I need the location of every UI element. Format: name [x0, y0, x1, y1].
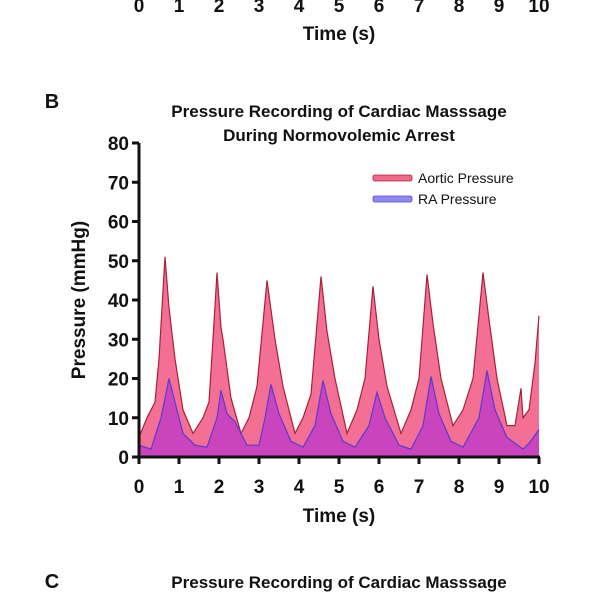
x-tick-label: 8: [454, 477, 465, 498]
top-panel-x-tick-label: 8: [454, 0, 465, 17]
top-panel-x-tick-label: 5: [334, 0, 345, 17]
axes: 0 10 20 30 40 50 60 70 80 0 1 2 3 4 5 6 7 8 9 10: [108, 134, 550, 498]
x-tick-label: 9: [494, 477, 505, 498]
top-panel-x-tick-label: 6: [374, 0, 385, 17]
x-tick-label: 6: [374, 477, 385, 498]
panel-c-title-line1: Pressure Recording of Cardiac Masssage: [171, 573, 506, 592]
plot-area: [138, 256, 540, 457]
y-tick-label: 0: [118, 448, 129, 469]
top-panel-x-axis-label: Time (s): [303, 24, 376, 45]
top-panel-x-tick-label: 1: [174, 0, 185, 17]
series-aortic-pressure-line: [138, 256, 540, 438]
legend-label-ra-pressure: RA Pressure: [418, 191, 497, 207]
y-tick-label: 10: [108, 409, 129, 430]
legend: Aortic Pressure RA Pressure: [372, 170, 514, 207]
y-tick-label: 70: [108, 173, 129, 194]
top-panel-x-tick-label: 2: [214, 0, 225, 17]
x-tick-label: 0: [134, 477, 145, 498]
panel-b-letter: B: [45, 91, 59, 113]
top-panel-x-tick-label: 10: [528, 0, 549, 17]
y-axis-label: Pressure (mmHg): [69, 221, 90, 379]
y-tick-label: 80: [108, 134, 129, 155]
x-tick-label: 10: [528, 477, 549, 498]
panel-c-letter: C: [45, 571, 59, 593]
x-axis-label: Time (s): [303, 506, 376, 527]
series-aortic-pressure-area: [139, 256, 539, 457]
chart-title-line2: During Normovolemic Arrest: [223, 126, 455, 145]
chart-title-line1: Pressure Recording of Cardiac Masssage: [171, 102, 506, 121]
legend-label-aortic-pressure: Aortic Pressure: [418, 170, 514, 186]
series-ra-pressure-line: [138, 370, 540, 450]
legend-swatch-aortic-pressure: [372, 174, 413, 182]
top-panel-x-tick-label: 7: [414, 0, 425, 17]
series-ra-pressure-area: [139, 370, 539, 457]
top-panel-x-tick-label: 3: [254, 0, 265, 17]
legend-swatch-ra-pressure: [372, 195, 413, 203]
x-tick-label: 2: [214, 477, 225, 498]
x-tick-label: 7: [414, 477, 425, 498]
y-tick-label: 30: [108, 330, 129, 351]
top-panel-x-tick-label: 0: [134, 0, 145, 17]
top-panel-x-tick-label: 4: [294, 0, 305, 17]
y-tick-label: 50: [108, 252, 129, 273]
y-tick-label: 60: [108, 213, 129, 234]
x-tick-label: 5: [334, 477, 345, 498]
x-tick-label: 4: [294, 477, 305, 498]
x-tick-label: 3: [254, 477, 265, 498]
top-panel-x-tick-label: 9: [494, 0, 505, 17]
y-tick-label: 40: [108, 291, 129, 312]
top-panel-x-tick-labels: 0 1 2 3 4 5 6 7 8 9 10: [134, 0, 550, 17]
y-tick-label: 20: [108, 370, 129, 391]
x-tick-label: 1: [174, 477, 185, 498]
